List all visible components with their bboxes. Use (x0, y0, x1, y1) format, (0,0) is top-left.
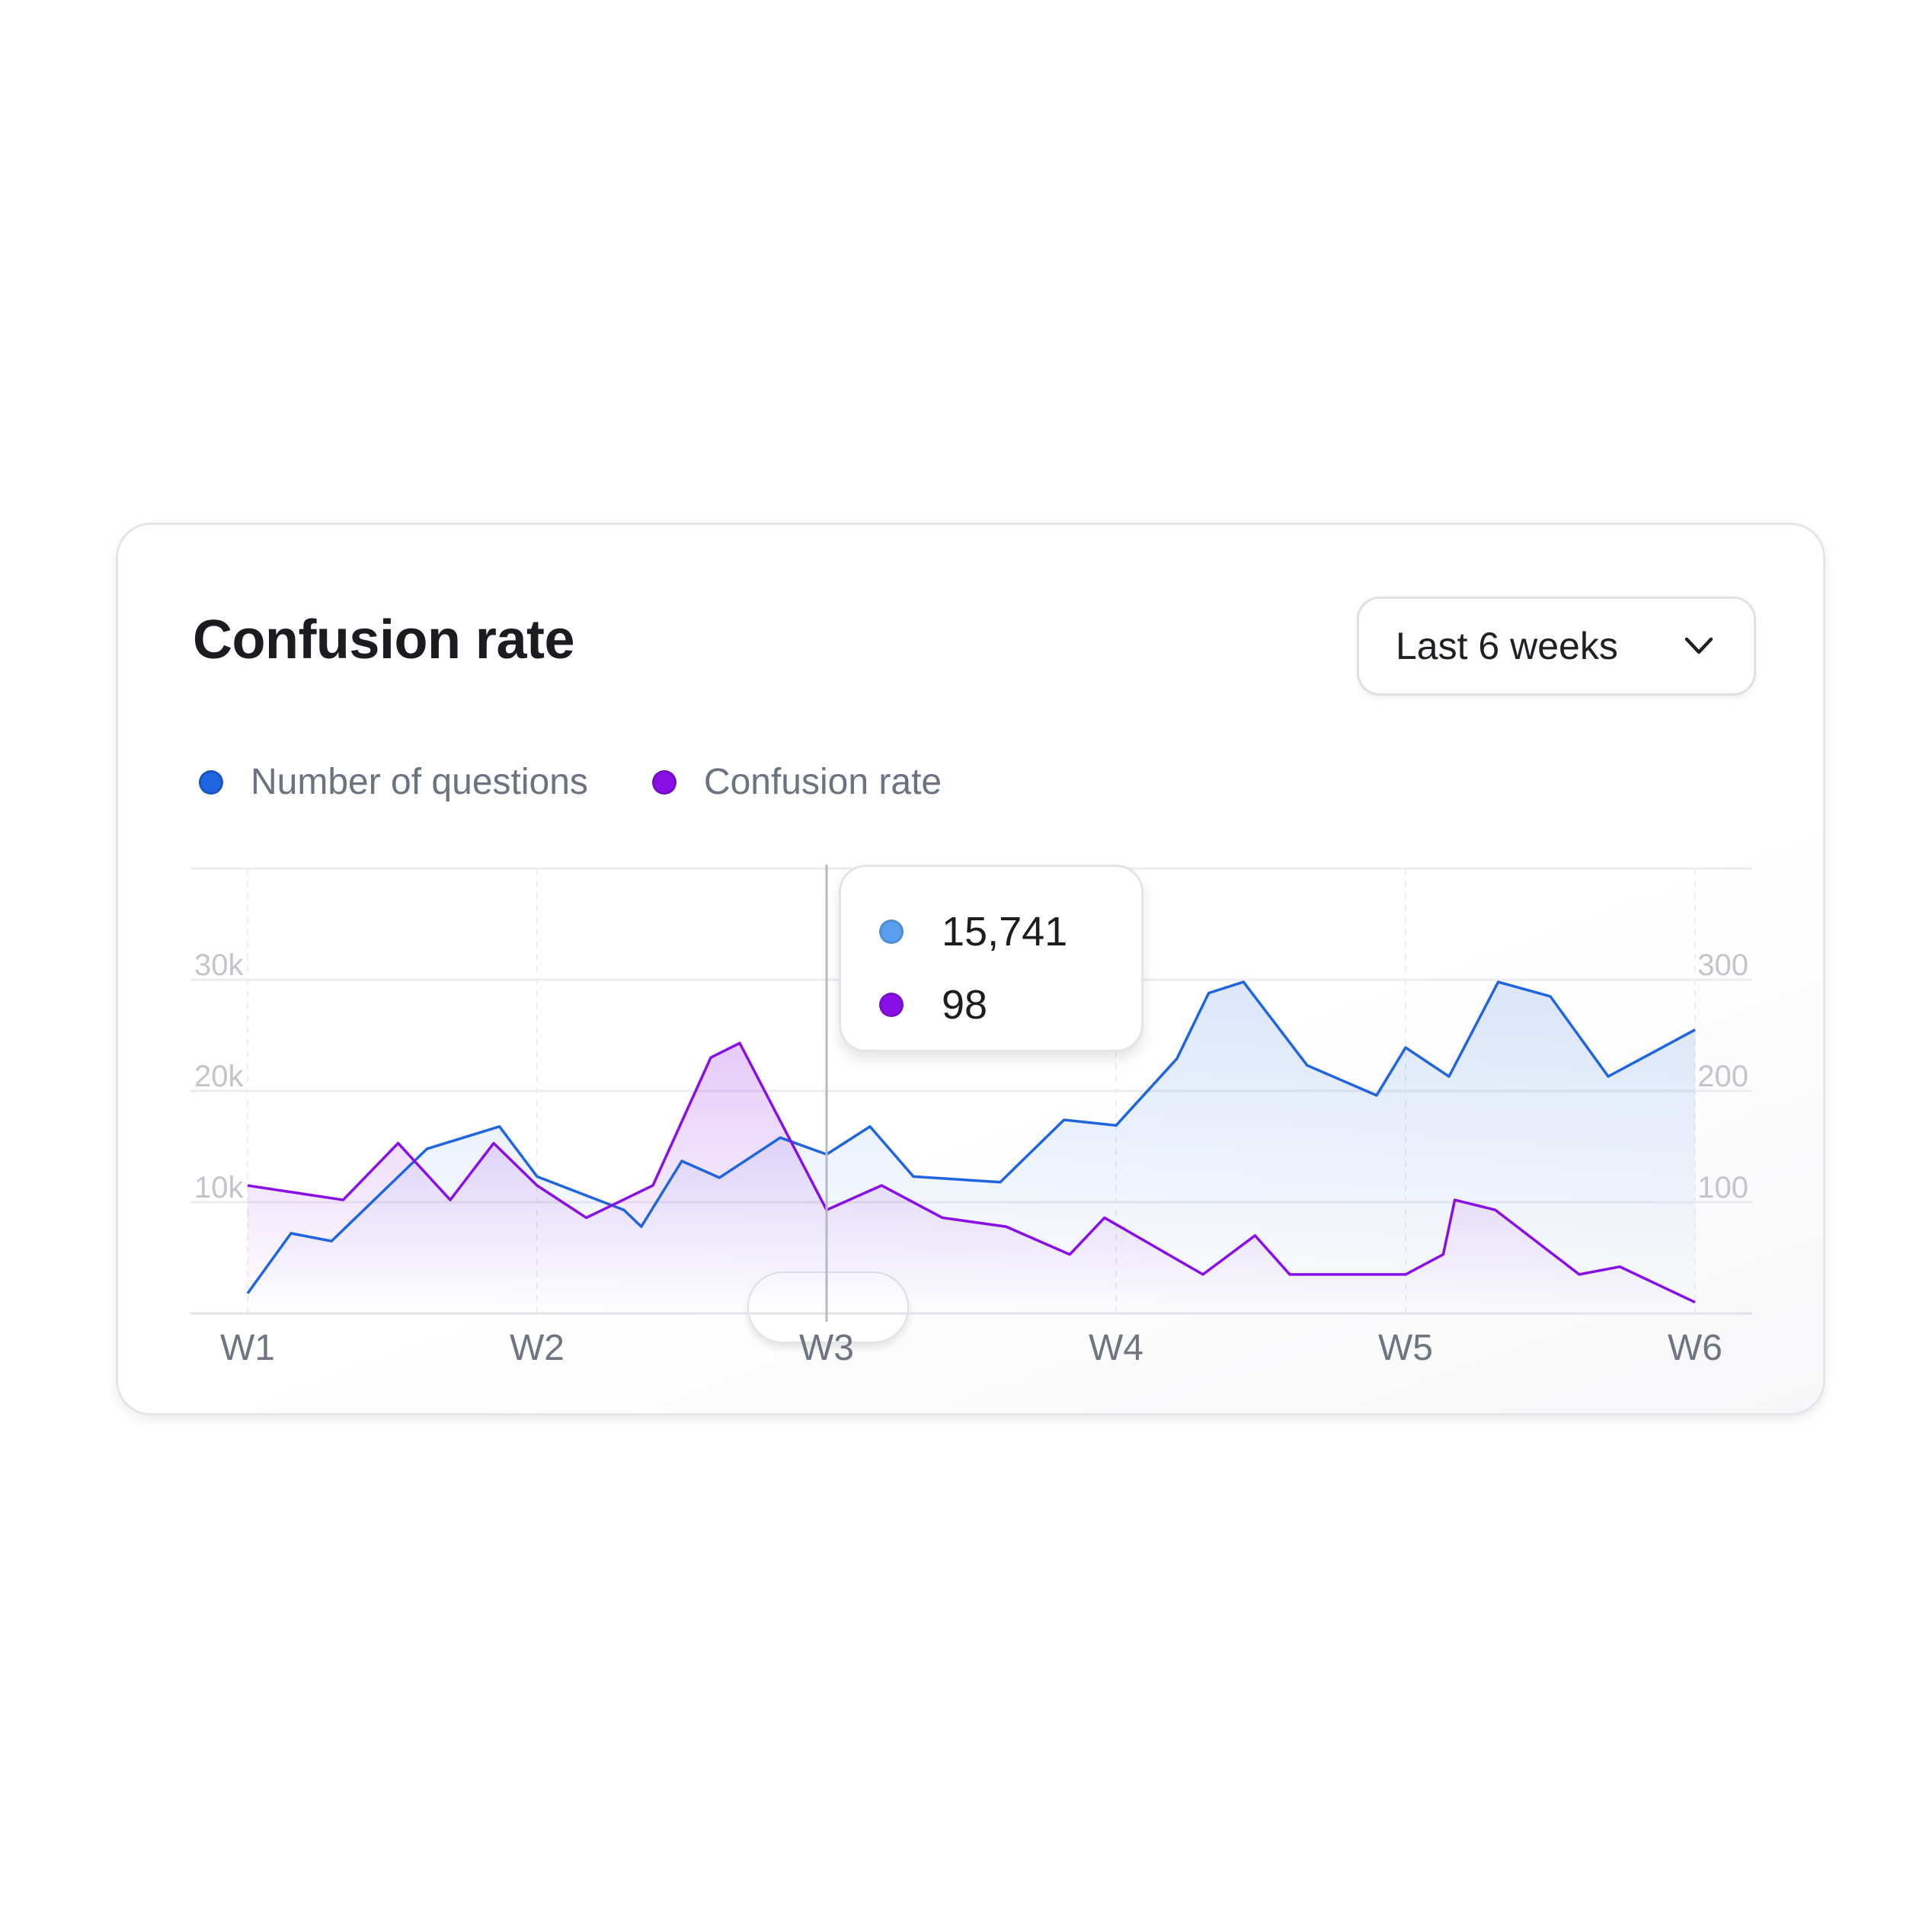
tooltip-row-confusion: 98 (879, 981, 987, 1028)
legend-label-questions: Number of questions (251, 762, 588, 802)
line-chart: 30k 20k 10k 300 200 100 W1 W2 W3 W4 W5 W6 (190, 865, 1752, 1368)
series-line-confusion (247, 1041, 1696, 1303)
legend-item-confusion: Confusion rate (651, 761, 942, 803)
y-right-tick-label: 100 (1697, 1171, 1748, 1204)
legend-label-confusion: Confusion rate (703, 762, 942, 802)
y-right-tick-label: 200 (1697, 1060, 1748, 1093)
legend-dot-questions (199, 769, 223, 795)
legend-dot-confusion (651, 769, 677, 795)
confusion-rate-card: Confusion rate Last 6 weeks Number of qu… (116, 523, 1825, 1415)
series-line-questions (246, 980, 1696, 1294)
chart-tooltip: 15,741 98 (839, 865, 1144, 1052)
x-tick-label: W2 (510, 1328, 565, 1368)
x-tick-label: W1 (220, 1328, 275, 1368)
x-tick-label: W3 (799, 1328, 854, 1368)
tooltip-value-questions: 15,741 (942, 909, 1068, 955)
chart-legend: Number of questions Confusion rate (199, 761, 1006, 803)
tooltip-dot-confusion (879, 993, 904, 1017)
x-tick-label: W6 (1668, 1328, 1722, 1368)
x-tick-label: W5 (1378, 1328, 1433, 1368)
legend-item-questions: Number of questions (199, 761, 588, 803)
tooltip-dot-questions (879, 920, 904, 944)
tooltip-value-confusion: 98 (942, 982, 988, 1028)
chevron-down-icon (1684, 637, 1713, 654)
tooltip-row-questions: 15,741 (879, 908, 1067, 955)
date-range-label: Last 6 weeks (1396, 625, 1618, 667)
x-tick-label: W4 (1089, 1328, 1144, 1368)
y-left-tick-label: 20k (194, 1060, 244, 1093)
date-range-dropdown[interactable]: Last 6 weeks (1357, 597, 1756, 696)
series-area-confusion (248, 1043, 1695, 1313)
y-right-tick-label: 300 (1697, 948, 1748, 982)
card-title: Confusion rate (193, 609, 575, 670)
y-left-tick-label: 30k (194, 948, 244, 982)
y-left-tick-label: 10k (194, 1171, 244, 1204)
